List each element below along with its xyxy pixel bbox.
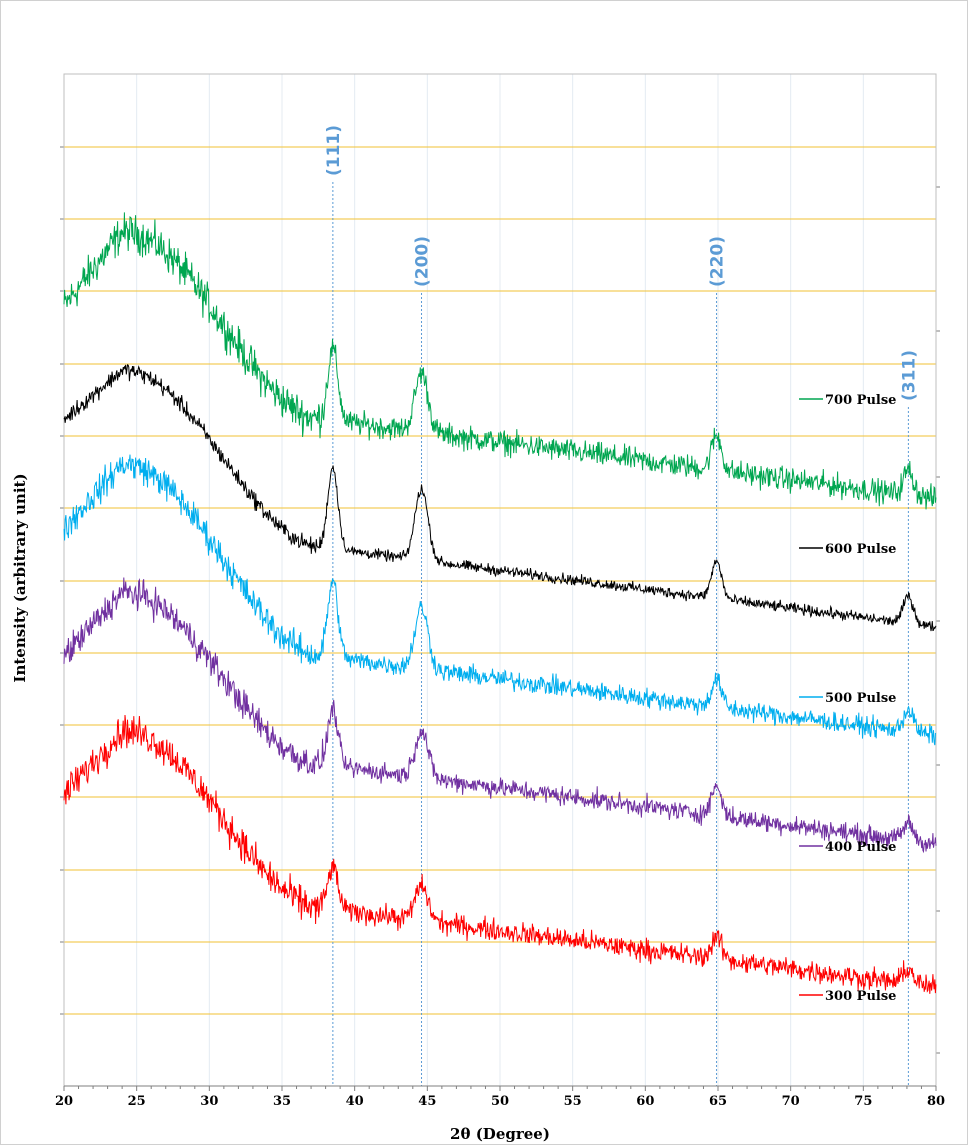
series-line-300-pulse xyxy=(63,714,937,994)
series-line-500-pulse xyxy=(63,454,937,746)
grid-layer xyxy=(60,74,940,1086)
x-axis-title: 2θ (Degree) xyxy=(450,1125,550,1143)
series-line-400-pulse xyxy=(63,577,937,854)
series-line-700-pulse xyxy=(63,212,937,510)
x-tick-label: 50 xyxy=(491,1094,509,1109)
series-layer xyxy=(63,212,937,994)
legend-label-2: 500 Pulse xyxy=(825,691,896,706)
x-tick-label: 45 xyxy=(418,1094,436,1109)
x-tick-label: 20 xyxy=(55,1094,73,1109)
x-axis: 20 25 30 35 40 45 50 55 60 65 70 75 80 xyxy=(55,1085,945,1109)
x-tick-label: 75 xyxy=(854,1094,872,1109)
x-tick-label: 80 xyxy=(927,1094,945,1109)
legend-label-4: 300 Pulse xyxy=(825,989,896,1004)
y-axis-title: Intensity (arbitrary unit) xyxy=(11,473,29,682)
x-tick-label: 40 xyxy=(346,1094,364,1109)
x-tick-label: 30 xyxy=(200,1094,218,1109)
peak-label: (311) xyxy=(899,350,919,401)
x-tick-label: 55 xyxy=(564,1094,582,1109)
x-tick-label: 60 xyxy=(636,1094,654,1109)
x-tick-label: 25 xyxy=(128,1094,146,1109)
peak-label: (220) xyxy=(708,236,728,287)
x-tick-label: 65 xyxy=(709,1094,727,1109)
x-tick-label: 35 xyxy=(273,1094,291,1109)
peak-label: (111) xyxy=(324,125,344,176)
legend-label-3: 400 Pulse xyxy=(825,840,896,855)
peak-label: (200) xyxy=(413,236,433,287)
legend-label-1: 600 Pulse xyxy=(825,542,896,557)
legend-label-0: 700 Pulse xyxy=(825,393,896,408)
legend: 700 Pulse 600 Pulse 500 Pulse 400 Pulse 300 … xyxy=(799,393,896,1004)
series-line-600-pulse xyxy=(63,364,937,632)
x-tick-label: 70 xyxy=(782,1094,800,1109)
